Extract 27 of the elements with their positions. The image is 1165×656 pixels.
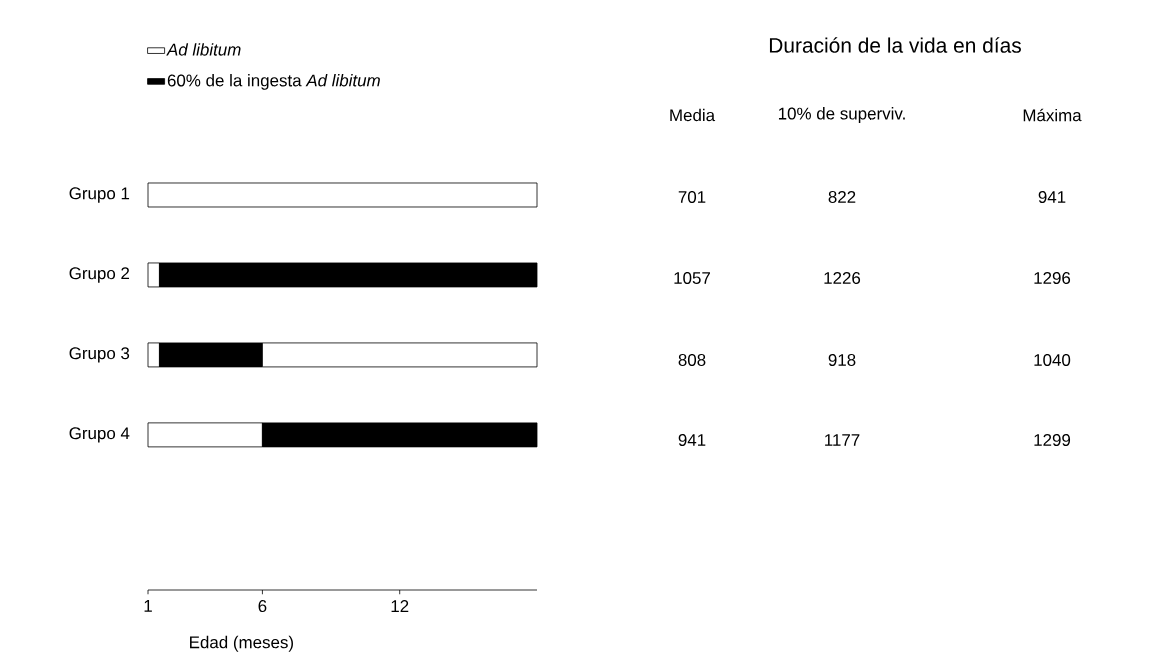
x-axis-title: Edad (meses) xyxy=(190,635,293,652)
bar xyxy=(147,182,538,208)
category-label: Media xyxy=(670,108,716,122)
x-tick-label: 1 xyxy=(144,600,152,612)
category-label: Máxima xyxy=(1023,108,1082,122)
text: 941 xyxy=(678,434,706,447)
text: 918 xyxy=(828,354,856,367)
legend-label: 60% de la ingesta Ad libitum xyxy=(167,74,380,90)
text: 1040 xyxy=(1034,354,1071,367)
y-tick-label: Grupo 3 xyxy=(69,347,130,363)
text: 1057 xyxy=(674,272,710,285)
text: 701 xyxy=(678,191,706,203)
y-tick-label: Grupo 1 xyxy=(69,187,130,203)
legend-label: Ad libitum xyxy=(166,43,241,56)
text: 941 xyxy=(1038,191,1066,203)
x-tick-label: 6 xyxy=(258,600,267,613)
x-tick-label: 12 xyxy=(391,600,409,612)
text: 1226 xyxy=(824,272,861,285)
y-tick-label: Grupo 4 xyxy=(69,427,130,443)
category-label: 10% de superviv. xyxy=(778,107,905,123)
text: 1299 xyxy=(1034,434,1071,447)
text: Duración de la vida en días xyxy=(769,37,1021,53)
text: 1177 xyxy=(825,434,860,446)
text: 1296 xyxy=(1034,272,1071,285)
text: 808 xyxy=(678,354,706,367)
y-tick-label: Grupo 2 xyxy=(69,267,130,283)
text: 822 xyxy=(828,191,856,203)
